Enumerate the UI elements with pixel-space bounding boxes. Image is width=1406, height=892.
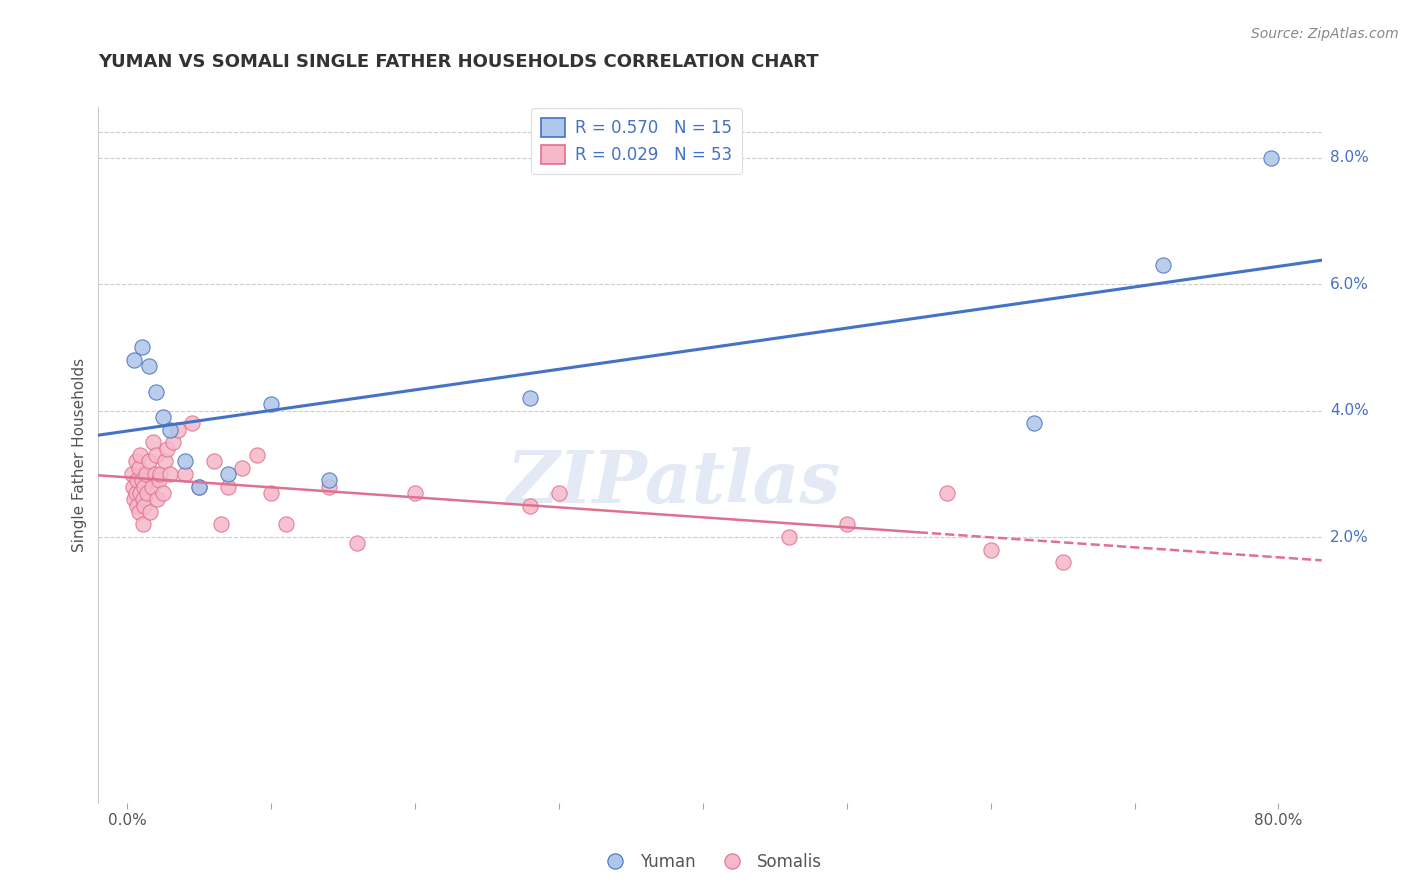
Point — [146, 492, 169, 507]
Point — [152, 486, 174, 500]
Point — [173, 454, 195, 468]
Point — [132, 492, 155, 507]
Point — [209, 517, 232, 532]
Point — [346, 536, 368, 550]
Point — [318, 473, 340, 487]
Point — [217, 467, 239, 481]
Point — [404, 486, 426, 500]
Point — [136, 486, 159, 500]
Point — [129, 486, 152, 500]
Point — [156, 442, 179, 456]
Point — [188, 479, 211, 493]
Point — [127, 473, 149, 487]
Point — [260, 486, 283, 500]
Text: 2.0%: 2.0% — [1330, 530, 1368, 545]
Point — [778, 530, 800, 544]
Point — [202, 454, 225, 468]
Y-axis label: Single Father Households: Single Father Households — [72, 358, 87, 552]
Point — [138, 454, 160, 468]
Text: Source: ZipAtlas.com: Source: ZipAtlas.com — [1251, 27, 1399, 41]
Point — [231, 460, 253, 475]
Text: YUMAN VS SOMALI SINGLE FATHER HOUSEHOLDS CORRELATION CHART: YUMAN VS SOMALI SINGLE FATHER HOUSEHOLDS… — [98, 54, 820, 71]
Point — [159, 423, 181, 437]
Point — [139, 505, 162, 519]
Point — [125, 486, 148, 500]
Point — [519, 391, 541, 405]
Point — [1052, 556, 1074, 570]
Point — [125, 454, 148, 468]
Point — [124, 353, 146, 368]
Point — [217, 479, 239, 493]
Point — [138, 359, 160, 374]
Point — [141, 479, 163, 493]
Point — [188, 479, 211, 493]
Point — [124, 492, 146, 507]
Point — [143, 467, 166, 481]
Point — [173, 467, 195, 481]
Point — [246, 448, 269, 462]
Point — [181, 417, 204, 431]
Point — [135, 467, 157, 481]
Point — [149, 467, 172, 481]
Point — [128, 505, 150, 519]
Point — [835, 517, 858, 532]
Text: 8.0%: 8.0% — [1330, 150, 1368, 165]
Point — [152, 409, 174, 424]
Point — [142, 435, 165, 450]
Point — [548, 486, 571, 500]
Point — [148, 473, 170, 487]
Point — [153, 454, 176, 468]
Text: 4.0%: 4.0% — [1330, 403, 1368, 418]
Point — [166, 423, 188, 437]
Point — [274, 517, 297, 532]
Point — [131, 473, 153, 487]
Point — [1152, 258, 1174, 272]
Point — [519, 499, 541, 513]
Legend: Yuman, Somalis: Yuman, Somalis — [592, 847, 828, 878]
Point — [980, 542, 1002, 557]
Point — [134, 479, 156, 493]
Point — [132, 517, 155, 532]
Point — [128, 460, 150, 475]
Point — [134, 499, 156, 513]
Point — [162, 435, 184, 450]
Point — [145, 384, 167, 399]
Point — [1022, 417, 1045, 431]
Point — [129, 448, 152, 462]
Point — [1260, 151, 1282, 165]
Point — [131, 340, 153, 354]
Text: 6.0%: 6.0% — [1330, 277, 1369, 292]
Point — [121, 467, 143, 481]
Text: ZIPatlas: ZIPatlas — [506, 447, 841, 518]
Point — [122, 479, 145, 493]
Point — [260, 397, 283, 411]
Point — [145, 448, 167, 462]
Point — [159, 467, 181, 481]
Point — [936, 486, 959, 500]
Point — [127, 499, 149, 513]
Point — [318, 479, 340, 493]
